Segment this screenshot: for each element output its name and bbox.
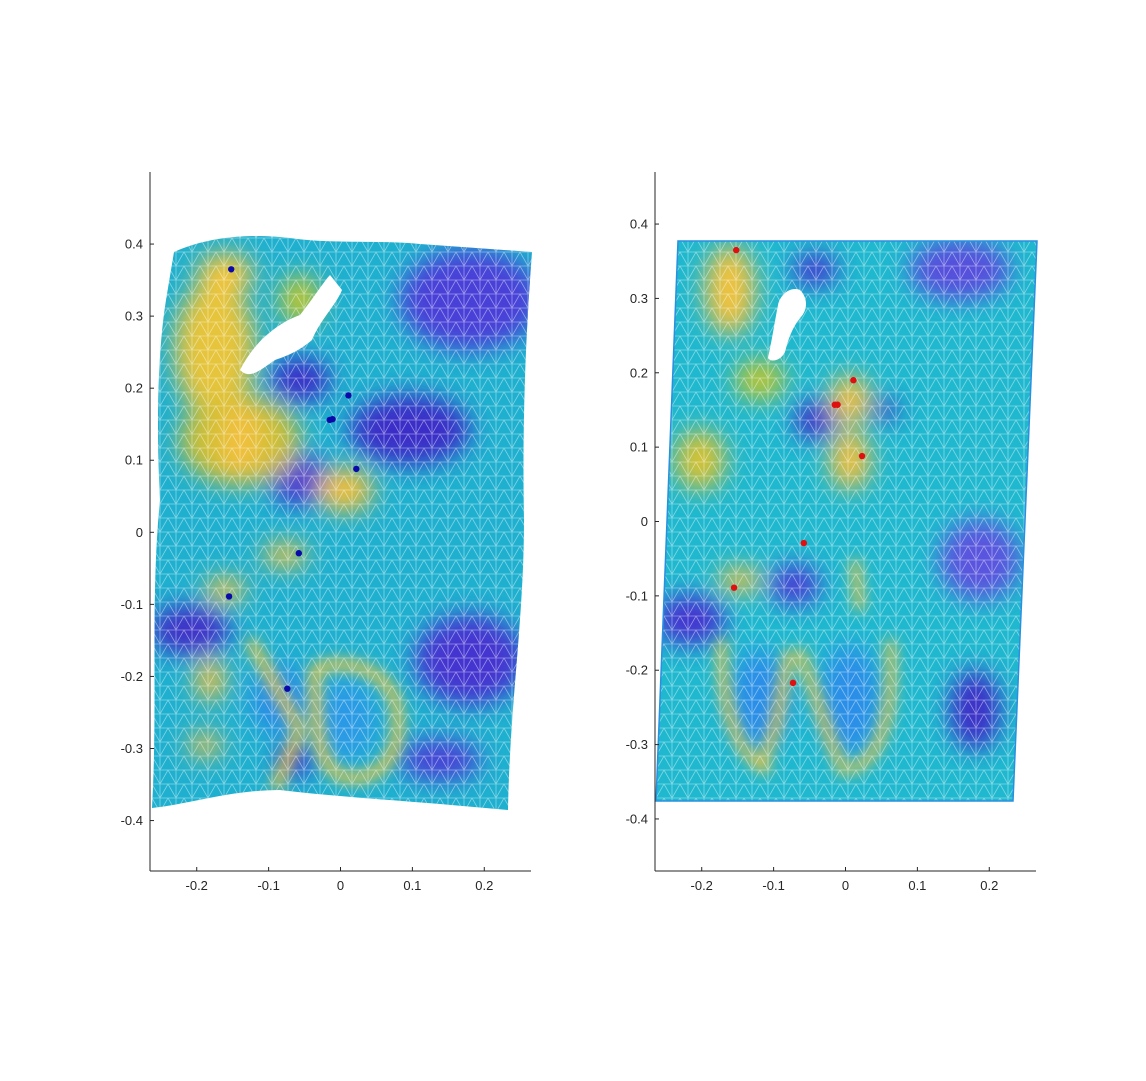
data-point [225,593,233,600]
data-point [295,550,303,557]
right-axes: -0.2 -0.1 0 0.1 0.2 -0.4 -0.3 -0.2 -0.1 0 0.1 0.2 0.… [626,172,1036,893]
y-tick-label: -0.2 [626,663,648,678]
y-tick-label: 0.2 [125,381,143,396]
y-tick-label: 0.3 [125,309,143,324]
left-points [225,266,360,692]
x-tick-label: -0.1 [257,878,279,893]
y-tick-label: 0.1 [125,453,143,468]
data-point [329,415,336,423]
data-point [858,452,866,460]
y-tick-label: -0.4 [626,811,648,826]
y-tick-label: 0.2 [630,365,648,380]
data-point [800,539,808,547]
y-tick-label: 0.1 [630,440,648,455]
data-point [850,377,857,384]
x-tick-label: 0.1 [403,878,421,893]
data-point [730,584,738,591]
x-tick-label: 0.2 [980,878,998,893]
y-tick-label: 0 [641,514,648,529]
data-point [733,246,740,254]
y-tick-label: -0.2 [121,669,143,684]
x-tick-label: 0.1 [908,878,926,893]
data-point [284,685,291,692]
y-tick-label: -0.3 [626,737,648,752]
right-points [730,246,866,687]
data-point [353,465,360,473]
data-point [228,266,235,273]
y-tick-label: 0.4 [630,217,648,232]
y-tick-label: -0.4 [121,813,143,828]
x-tick-label: -0.2 [186,878,208,893]
x-tick-label: 0 [337,878,344,893]
data-point [345,392,352,399]
y-tick-label: -0.1 [121,597,143,612]
left-panel-mesh [152,235,532,811]
x-tick-label: 0.2 [475,878,493,893]
right-panel-mesh [655,240,1038,802]
data-point [834,401,841,408]
x-tick-label: 0 [842,878,849,893]
data-point [789,679,797,687]
y-tick-label: -0.3 [121,741,143,756]
y-tick-label: 0.4 [125,237,143,252]
y-tick-label: 0.3 [630,291,648,306]
x-tick-label: -0.1 [762,878,784,893]
y-tick-label: 0 [136,525,143,540]
y-tick-label: -0.1 [626,588,648,603]
x-tick-label: -0.2 [691,878,713,893]
left-axes: -0.2 -0.1 0 0.1 0.2 -0.4 -0.3 -0.2 -0.1 0 0.1 0.2 0.… [121,172,531,893]
